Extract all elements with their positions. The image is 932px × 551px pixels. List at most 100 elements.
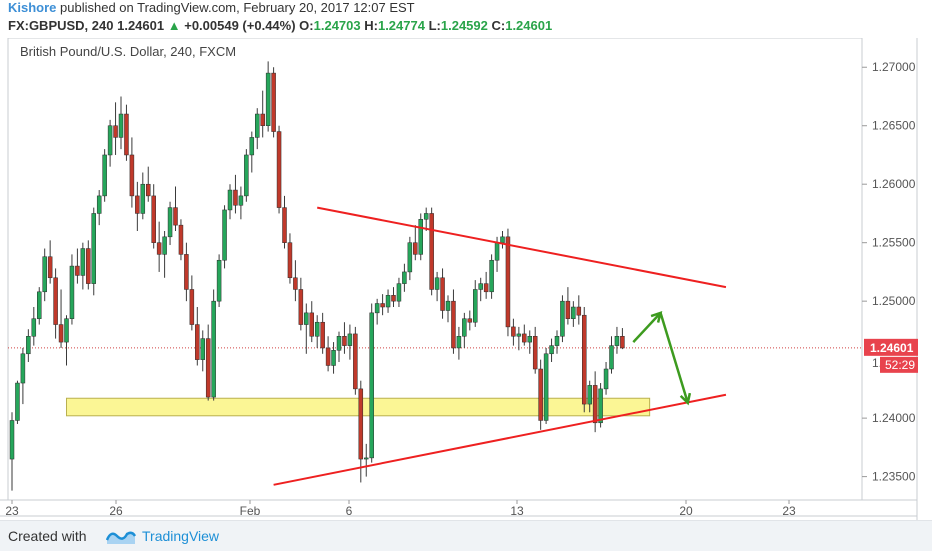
candle-body [96,195,102,214]
chart-header: Kishore published on TradingView.com, Fe… [0,0,932,40]
candle-body [413,242,418,255]
candle-body [462,318,467,337]
x-tick-label: 26 [109,504,123,518]
candle-body [543,353,549,421]
candle-body [527,336,532,343]
y-tick-label: 1.24000 [872,411,916,425]
price-change: +0.00549 (+0.44%) [184,18,296,33]
candle-body [293,277,298,290]
candle-body [429,213,434,290]
candle-body [146,183,151,197]
candle-body [396,283,402,302]
candle-body [342,336,347,346]
candle-body [473,289,478,323]
candle-body [304,312,309,325]
candle-body [233,189,238,206]
candle-body [407,242,413,273]
candle-body [336,336,342,351]
candle-body [532,336,538,370]
author-link[interactable]: Kishore [8,0,57,15]
created-with-text: Created with [8,528,87,544]
candle-body [255,113,260,138]
low-value: 1.24592 [440,18,488,33]
x-tick-label: 23 [5,504,19,518]
candle-body [576,306,582,316]
tradingview-logo-icon [106,531,136,544]
candle-body [102,154,107,197]
support-zone [66,397,651,417]
last-price-badge [864,338,918,356]
candle-body [47,256,53,279]
candle-body [483,283,489,293]
candle-body [162,236,167,255]
footer-bar: Created with TradingView [0,520,932,551]
candle-body [173,207,178,226]
candle-body [582,314,587,405]
x-tick-label: 6 [346,504,353,518]
candle-body [451,300,456,349]
candle-body [560,300,565,337]
candle-body [374,303,380,314]
candle-body [598,388,603,424]
support-trendline [273,393,727,486]
resistance-trendline [317,206,727,289]
candle-body [58,324,64,343]
candle-body [167,207,173,238]
candle-body [37,291,42,319]
candle-body [609,345,614,370]
chart-background [0,38,932,520]
candle-body [129,154,135,197]
published-text: published on TradingView.com, February 2… [60,0,415,15]
candle-body [505,236,511,328]
candle-body [195,324,200,360]
price-chart[interactable]: British Pound/U.S. Dollar, 240, FXCM 1.27… [0,38,932,520]
candle-body [325,347,331,366]
candle-body [434,277,440,290]
candle-body [216,259,222,302]
tradingview-brand-link[interactable]: TradingView [142,528,220,544]
countdown-badge [880,356,918,373]
last-price: 1.24601 [117,18,165,33]
candle-body [320,321,325,349]
candle-body [364,457,369,460]
candle-body [9,420,15,460]
open-value: 1.24703 [313,18,361,33]
candle-body [587,385,592,405]
candle-body [298,289,304,325]
candle-body [358,388,364,460]
projection-arrow-line [659,312,689,404]
candle-body [603,368,609,390]
candle-body [244,154,249,197]
candle-body [347,333,353,346]
candle-body [69,265,75,319]
candle-body [200,338,205,360]
candle-body [309,312,314,337]
y-tick-label: 1.23500 [872,470,916,484]
candle-body [620,336,625,349]
candle-body [418,219,423,255]
candle-body [385,295,391,308]
candle-body [222,209,227,261]
candle-body [494,242,500,261]
candle-body [522,333,527,343]
candle-body [538,368,543,421]
candle-body [445,300,451,311]
candle-body [211,300,216,398]
candle-body [20,353,26,384]
y-tick-label: 1.27000 [872,60,916,74]
candle-body [369,312,374,459]
candle-body [440,277,445,311]
countdown-badge-label: 52:29 [885,358,915,372]
projection-arrow-head [679,392,692,406]
candle-body [227,189,233,211]
high-label: H: [364,18,378,33]
candle-body [478,283,483,290]
open-label: O: [299,18,314,33]
candle-body [282,207,287,243]
candle-body [265,72,271,126]
x-tick-label: 23 [782,504,796,518]
candle-body [549,345,554,355]
candle-body [614,336,620,346]
candle-body [565,300,571,319]
candle-body [423,213,429,220]
